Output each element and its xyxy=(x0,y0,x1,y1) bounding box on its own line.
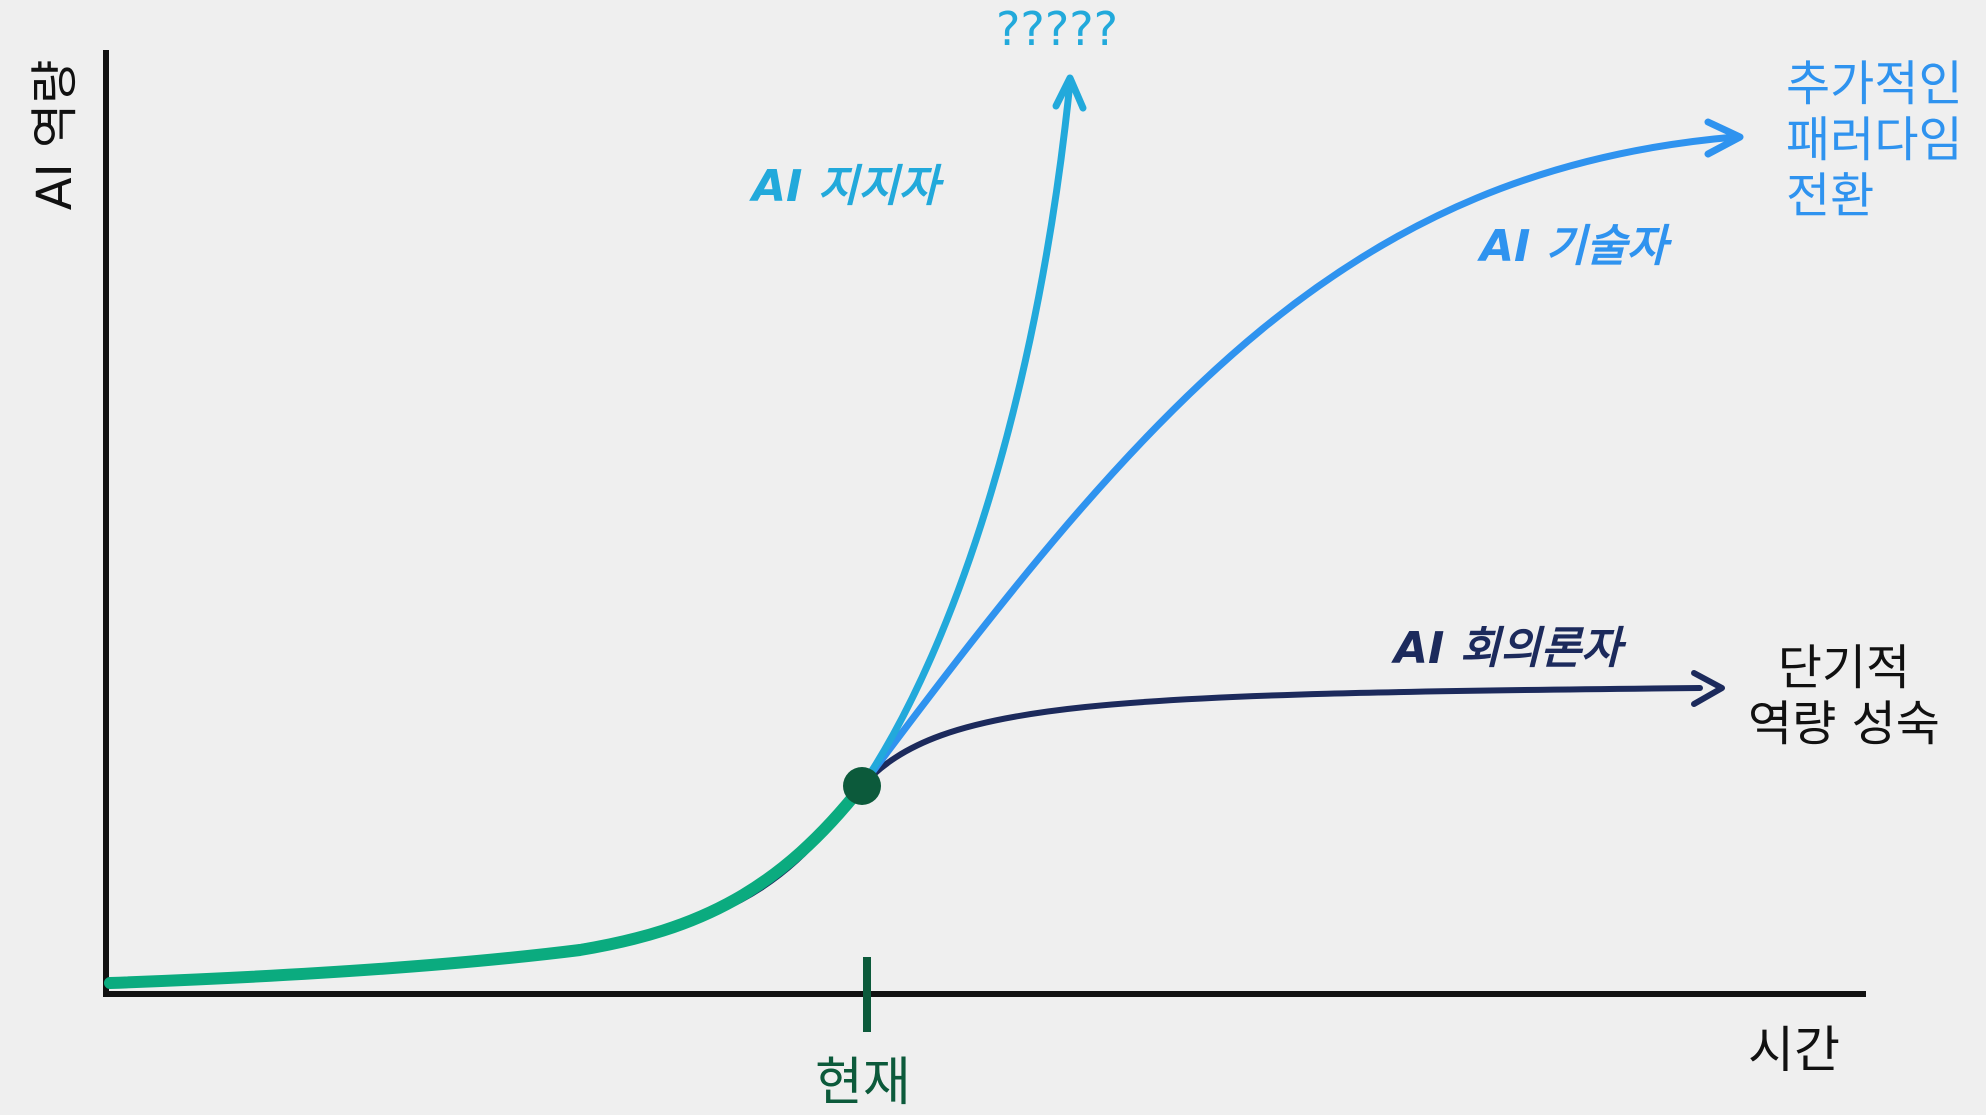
history-curve xyxy=(104,780,868,989)
skeptic-outcome-line: 역량 성숙 xyxy=(1748,696,1940,752)
optimist-curve-label: AI 지지자 xyxy=(752,161,940,212)
now-label: 현재 xyxy=(815,1053,911,1113)
optimist-curve xyxy=(858,78,1074,790)
optimist-outcome-label: ????? xyxy=(996,2,1119,56)
technologist-curve xyxy=(858,133,1739,790)
technologist-outcome-line: 추가적인 xyxy=(1786,56,1963,112)
technologist-arrowhead xyxy=(1704,118,1744,158)
y-axis-label: AI 역량 xyxy=(27,59,83,211)
now-point xyxy=(843,767,881,805)
x-axis-label: 시간 xyxy=(1748,1021,1840,1079)
skeptic-outcome-label: 단기적 역량 성숙 xyxy=(1748,640,1940,752)
technologist-outcome-line: 패러다임 xyxy=(1786,112,1963,168)
skeptic-arrowhead xyxy=(1691,670,1725,707)
technologist-outcome-label: 추가적인 패러다임 전환 xyxy=(1786,56,1963,224)
technologist-curve-label: AI 기술자 xyxy=(1480,221,1668,272)
optimist-arrowhead xyxy=(1052,74,1087,112)
skeptic-outcome-line: 단기적 xyxy=(1777,640,1911,696)
skeptic-curve-label: AI 회의론자 xyxy=(1394,623,1622,674)
technologist-outcome-line: 전환 xyxy=(1786,168,1875,224)
